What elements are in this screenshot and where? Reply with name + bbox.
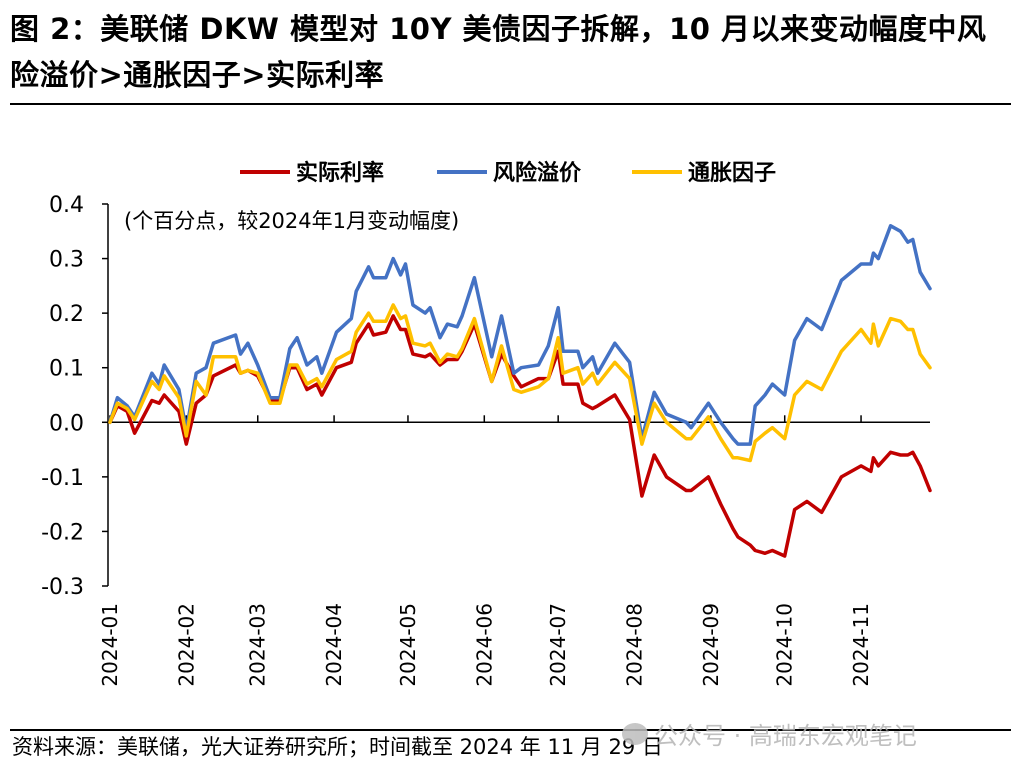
x-tick-label: 2024-06: [472, 603, 496, 687]
x-tick-label: 2024-05: [396, 603, 420, 687]
chart-title: 图 2：美联储 DKW 模型对 10Y 美债因子拆解，10 月以来变动幅度中风险…: [10, 12, 987, 92]
x-tick-label: 2024-10: [773, 603, 797, 687]
top-divider: [10, 103, 1011, 105]
source-note: 资料来源：美联储，光大证券研究所；时间截至 2024 年 11 月 29 日: [12, 735, 663, 759]
unit-annotation: (个百分点，较2024年1月变动幅度): [124, 209, 459, 233]
bottom-divider: [10, 729, 1011, 731]
series-lines: [108, 224, 932, 558]
y-tick-label: 0.2: [49, 302, 84, 327]
y-tick-label: -0.3: [41, 575, 84, 600]
x-tick-label: 2024-02: [174, 603, 198, 687]
y-tick-label: -0.2: [41, 520, 84, 545]
x-tick-label: 2024-03: [246, 603, 270, 687]
legend-label: 风险溢价: [493, 160, 582, 186]
y-tick-label: 0.0: [49, 411, 84, 436]
series-line-3: [108, 303, 932, 463]
x-tick-label: 2024-01: [98, 603, 122, 687]
legend-label: 通胀因子: [688, 161, 776, 186]
series-line-1: [108, 314, 932, 558]
y-tick-label: -0.1: [41, 466, 84, 491]
legend: 实际利率 风险溢价 通胀因子: [240, 160, 776, 186]
y-tick-label: 0.4: [49, 193, 84, 218]
x-tick-label: 2024-11: [849, 603, 873, 687]
watermark: 公众号 · 高瑞东宏观笔记: [622, 716, 917, 751]
x-tick-label: 2024-09: [699, 603, 723, 687]
wechat-icon: [622, 722, 648, 745]
watermark-text: 公众号 · 高瑞东宏观笔记: [654, 722, 917, 750]
series-line-2: [108, 224, 932, 446]
axes: 0.4 0.3 0.2 0.1 0.0 -0.1 -0.2 -0.3 2024-01 2024-0…: [41, 193, 930, 687]
x-tick-label: 2024-07: [546, 603, 570, 687]
x-tick-label: 2024-04: [322, 603, 346, 687]
y-tick-label: 0.1: [49, 357, 84, 382]
y-tick-label: 0.3: [49, 248, 84, 273]
x-tick-label: 2024-08: [623, 603, 647, 687]
legend-label: 实际利率: [296, 160, 384, 186]
